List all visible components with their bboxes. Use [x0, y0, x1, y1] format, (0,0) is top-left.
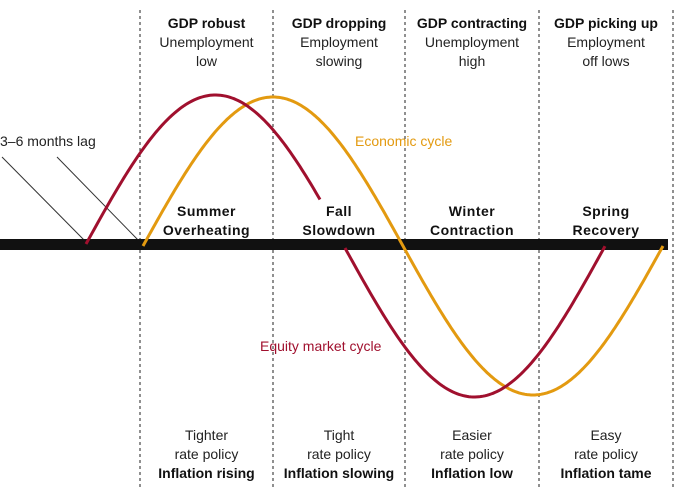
employment-status-detail: off lows [582, 53, 630, 69]
rate-policy-label: rate policy [174, 446, 239, 462]
phase-header: GDP dropping Employment slowing [273, 14, 405, 71]
employment-status-detail: slowing [315, 53, 363, 69]
equity-cycle-label: Equity market cycle [260, 338, 382, 354]
rate-policy-label: rate policy [574, 446, 638, 462]
gdp-status: GDP dropping [291, 15, 387, 31]
time-axis [0, 239, 668, 250]
policy-block: Tighter rate policy Inflation rising [140, 426, 273, 483]
policy-block: Tight rate policy Inflation slowing [273, 426, 405, 483]
season-phase: Contraction [429, 222, 515, 238]
employment-status: Employment [567, 34, 645, 50]
season-label: Spring Recovery [539, 202, 673, 240]
economic-cycle-curve [141, 95, 665, 397]
policy-block: Easier rate policy Inflation low [405, 426, 539, 483]
inflation-status: Inflation tame [560, 465, 652, 481]
rate-policy: Tighter [184, 427, 229, 443]
season-label: Winter Contraction [405, 202, 539, 240]
gdp-status: GDP picking up [554, 15, 658, 31]
phase-header: GDP contracting Unemployment high [405, 14, 539, 71]
rate-policy: Easier [452, 427, 492, 443]
employment-status-detail: high [458, 53, 486, 69]
employment-status: Unemployment [424, 34, 520, 50]
lag-pointer [1, 156, 87, 243]
season-label: Fall Slowdown [273, 202, 405, 240]
gdp-status: GDP contracting [416, 15, 528, 31]
policy-block: Easy rate policy Inflation tame [539, 426, 673, 483]
employment-status-detail: low [195, 53, 217, 69]
season-phase: Recovery [572, 222, 640, 238]
season-phase: Overheating [162, 222, 251, 238]
season-name: Winter [448, 203, 496, 219]
employment-status: Employment [300, 34, 378, 50]
inflation-status: Inflation slowing [283, 465, 395, 481]
economic-cycle-label: Economic cycle [355, 133, 453, 149]
inflation-status: Inflation low [431, 465, 513, 481]
season-name: Fall [325, 203, 353, 219]
season-name: Spring [582, 203, 630, 219]
inflation-status: Inflation rising [158, 465, 255, 481]
season-label: Summer Overheating [140, 202, 273, 240]
phase-header: GDP robust Unemployment low [140, 14, 273, 71]
gdp-status: GDP robust [167, 15, 246, 31]
season-phase: Slowdown [302, 222, 376, 238]
season-name: Summer [176, 203, 237, 219]
rate-policy-label: rate policy [440, 446, 504, 462]
rate-policy: Tight [323, 427, 355, 443]
rate-policy-label: rate policy [307, 446, 371, 462]
lag-label: 3–6 months lag [0, 133, 96, 149]
equity-cycle-curve-lower [343, 245, 607, 399]
rate-policy: Easy [590, 427, 622, 443]
employment-status: Unemployment [159, 34, 254, 50]
lag-pointer [56, 156, 141, 243]
equity-cycle-curve-upper [84, 93, 322, 245]
phase-header: GDP picking up Employment off lows [539, 14, 673, 71]
